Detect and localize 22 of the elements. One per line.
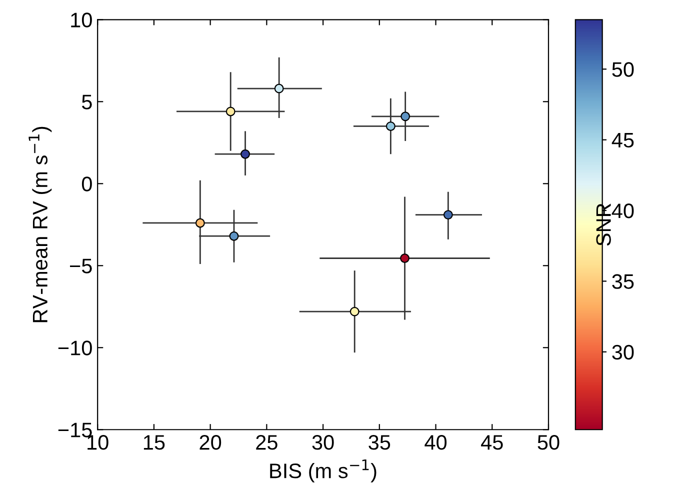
color-bar-label: 35 <box>612 274 634 289</box>
y-tick-label: −10 <box>58 340 92 356</box>
x-tick-label: 40 <box>424 435 447 450</box>
y-tick-label: 5 <box>82 94 92 110</box>
x-tick-label: 45 <box>481 435 503 450</box>
x-tick-label: 20 <box>200 435 222 450</box>
color-bar-label: 45 <box>612 133 634 148</box>
x-tick-label: 15 <box>144 435 165 450</box>
color-bar-label: 30 <box>612 344 634 360</box>
y-axis-title: RV-mean RV (m s$^{−1}$) <box>28 126 52 322</box>
x-tick-label: 50 <box>538 435 560 450</box>
y-tick-label: 10 <box>71 12 92 28</box>
y-tick-label: −15 <box>58 422 92 438</box>
color-bar-label: 40 <box>612 203 634 218</box>
x-tick-label: 30 <box>312 435 334 450</box>
y-tick-label: −5 <box>70 258 92 274</box>
color-bar-title: SNR <box>596 204 611 246</box>
x-tick-label: 35 <box>368 435 390 450</box>
y-tick-label: 0 <box>82 176 92 192</box>
x-axis-title: BIS (m s$^{−1}$) <box>270 459 376 482</box>
color-bar-label: 50 <box>612 62 634 77</box>
x-tick-label: 25 <box>256 435 278 450</box>
